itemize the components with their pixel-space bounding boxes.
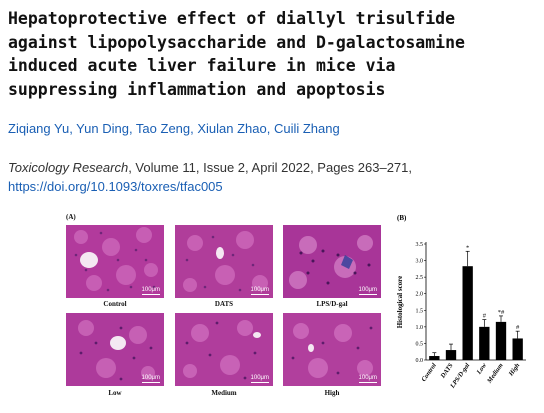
bar: [429, 356, 440, 360]
scale-bar: 100μm: [141, 375, 160, 381]
micrograph-low-image: [66, 313, 164, 386]
x-tick-label: DATS: [439, 362, 455, 380]
title-line: Hepatoprotective effect of diallyl trisu…: [8, 9, 456, 28]
doi-link[interactable]: https://doi.org/10.1093/toxres/tfac005: [8, 179, 223, 194]
y-tick-label: 2.0: [416, 292, 424, 298]
micrograph-high-image: [283, 313, 381, 386]
micrograph-lps-dgal: 100μm: [283, 225, 381, 298]
micrograph-medium: 100μm: [175, 313, 273, 386]
y-tick-label: 1.5: [416, 308, 424, 314]
scale-bar: 100μm: [250, 287, 269, 293]
micrograph-caption: Medium: [211, 389, 237, 397]
micrograph-caption: Low: [108, 389, 122, 397]
title-line: suppressing inflammation and apoptosis: [8, 79, 386, 99]
significance-marker: *: [466, 244, 469, 251]
y-tick-label: 3.5: [416, 242, 424, 248]
micrograph-low: 100μm: [66, 313, 164, 386]
scale-bar: 100μm: [358, 375, 377, 381]
y-axis-label: Histological score: [396, 276, 404, 329]
significance-marker: #: [483, 313, 487, 320]
bar: [495, 321, 507, 360]
panel-a-label: (A): [66, 213, 76, 221]
y-tick-label: 0.5: [416, 341, 424, 347]
bar: [445, 350, 457, 360]
x-tick-label: Control: [420, 362, 438, 383]
bar: [479, 326, 490, 360]
journal-name: Toxicology Research: [8, 160, 129, 175]
micrograph-medium-image: [175, 313, 273, 386]
y-axis-ticks: 0.0 0.5 1.0 1.5 2.0 2.5 3.0 3.5: [416, 242, 426, 364]
x-tick-label: Low: [475, 362, 488, 377]
micrograph-caption: High: [324, 389, 340, 397]
panel-b-label: (B): [397, 214, 407, 222]
y-tick-label: 0.0: [416, 358, 424, 364]
micrograph-control-image: [66, 225, 164, 298]
micrograph-control: 100μm: [66, 225, 164, 298]
histological-score-chart: (B) Histological score 0.0 0.5 1.0 1.5 2.0 2.…: [396, 214, 526, 391]
micrograph-caption: LPS/D-gal: [316, 300, 348, 308]
micrograph-high: 100μm: [283, 313, 381, 386]
y-tick-label: 1.0: [416, 325, 424, 331]
title-line: induced acute liver failure in mice via: [8, 56, 396, 75]
title-line: against lipopolysaccharide and D-galacto…: [8, 32, 465, 52]
y-tick-label: 2.5: [416, 275, 424, 281]
micrograph-caption: DATS: [214, 300, 234, 308]
significance-marker: *#: [498, 309, 505, 316]
micrograph-dats: 100μm: [175, 225, 273, 298]
micrograph-lps-dgal-image: [283, 225, 381, 298]
y-tick-label: 3.0: [416, 259, 424, 265]
citation: Toxicology Research, Volume 11, Issue 2,…: [8, 158, 412, 196]
x-tick-label: Medium: [485, 362, 504, 385]
scale-bar: 100μm: [358, 287, 377, 293]
micrograph-caption: Control: [103, 300, 127, 308]
significance-marker: #: [516, 324, 520, 331]
x-tick-label: High: [507, 362, 521, 378]
scale-bar: 100μm: [250, 375, 269, 381]
author-list[interactable]: Ziqiang Yu, Yun Ding, Tao Zeng, Xiulan Z…: [8, 121, 340, 136]
citation-details: , Volume 11, Issue 2, April 2022, Pages …: [128, 160, 412, 175]
bar-series: *#*##: [429, 244, 523, 360]
article-title: Hepatoprotective effect of diallyl trisu…: [8, 7, 538, 101]
bar: [512, 338, 523, 360]
scale-bar: 100μm: [141, 287, 160, 293]
figure: (A) 100μm Control: [0, 205, 544, 413]
bar: [462, 266, 473, 360]
